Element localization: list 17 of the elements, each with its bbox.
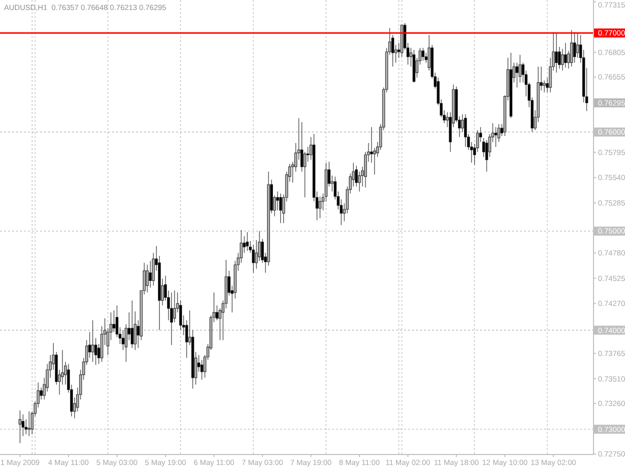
candlestick xyxy=(564,42,567,68)
candlestick xyxy=(279,193,282,224)
candlestick xyxy=(509,52,512,119)
candlestick xyxy=(412,49,416,83)
candlestick xyxy=(246,232,249,252)
candlestick xyxy=(464,114,467,148)
candlestick xyxy=(170,292,173,346)
candlestick xyxy=(573,32,576,64)
candlestick xyxy=(130,300,134,348)
candlestick xyxy=(422,47,425,62)
candlestick xyxy=(494,126,498,148)
candlestick xyxy=(554,32,558,73)
candlestick xyxy=(570,30,573,68)
candlestick xyxy=(400,24,404,58)
candlestick xyxy=(576,32,580,58)
candlestick xyxy=(28,411,31,437)
candlestick xyxy=(146,264,149,293)
